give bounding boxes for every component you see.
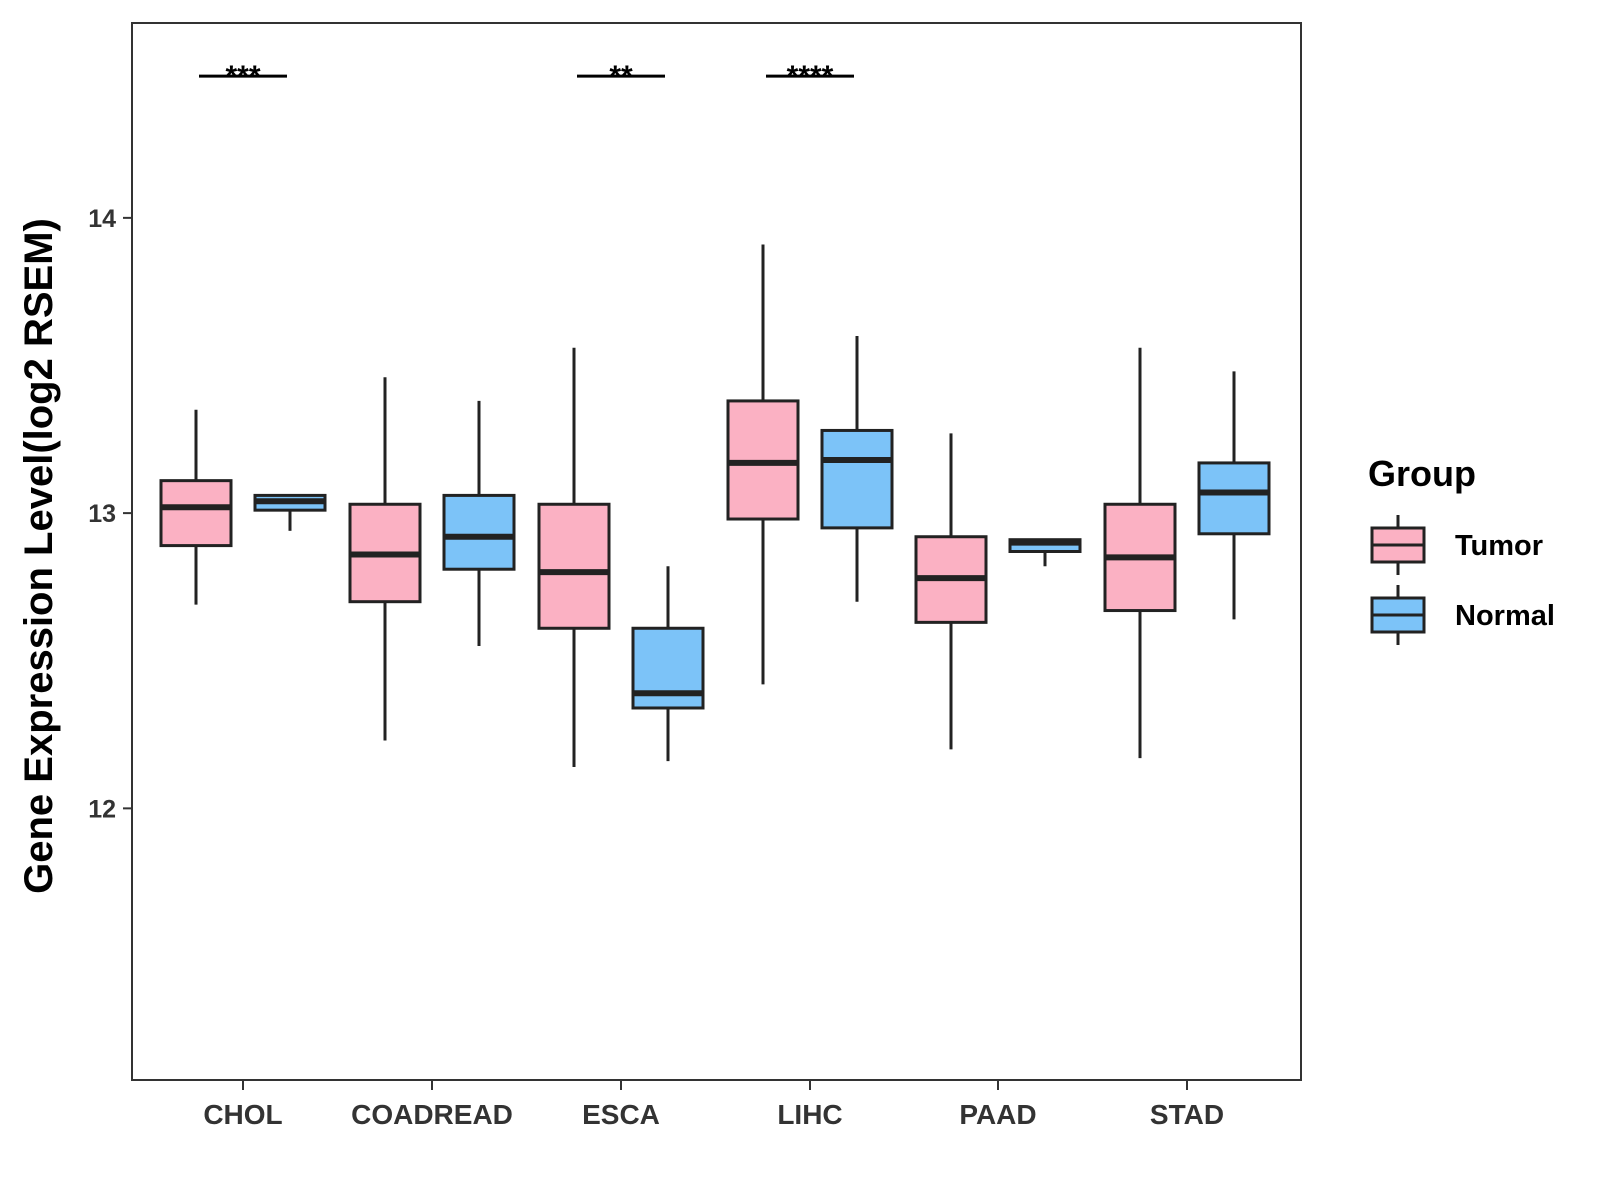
boxes-layer — [159, 244, 1271, 768]
box-tumor-lihc — [726, 244, 800, 685]
box-normal-paad — [1008, 538, 1082, 567]
legend: Group Tumor Normal — [1368, 453, 1555, 645]
significance-layer: *** ** **** — [199, 60, 854, 93]
y-tick-label: 12 — [88, 795, 116, 823]
significance-label: **** — [787, 60, 834, 93]
x-tick-label-lihc: LIHC — [777, 1099, 842, 1130]
significance-label: ** — [609, 60, 633, 93]
x-tick-label-esca: ESCA — [582, 1099, 660, 1130]
legend-label: Tumor — [1455, 530, 1543, 562]
box-body — [537, 502, 611, 630]
significance-chol: *** — [199, 60, 287, 93]
legend-entry-normal: Normal — [1370, 585, 1555, 645]
significance-label: *** — [225, 60, 260, 93]
y-axis-title: Gene Expression Level(log2 RSEM) — [17, 218, 61, 894]
box-body — [159, 479, 233, 548]
box-normal-esca — [631, 566, 705, 762]
x-tick-label-stad: STAD — [1150, 1099, 1224, 1130]
y-axis: 12 13 14 — [88, 205, 132, 823]
x-tick-label-chol: CHOL — [203, 1099, 282, 1130]
y-axis-title-group: Gene Expression Level(log2 RSEM) — [17, 218, 61, 894]
legend-label: Normal — [1455, 600, 1555, 632]
significance-esca: ** — [577, 60, 665, 93]
significance-lihc: **** — [766, 60, 854, 93]
box-tumor-stad — [1103, 347, 1177, 759]
legend-entry-tumor: Tumor — [1370, 515, 1543, 575]
box-body — [1197, 461, 1271, 536]
box-body — [442, 493, 516, 571]
legend-title: Group — [1368, 453, 1476, 494]
box-normal-stad — [1197, 371, 1271, 620]
y-tick-label: 13 — [88, 500, 116, 528]
box-normal-chol — [253, 493, 327, 531]
box-normal-coadread — [442, 400, 516, 646]
x-axis: CHOL COADREAD ESCA LIHC PAAD STAD — [203, 1080, 1224, 1130]
box-tumor-esca — [537, 347, 611, 768]
box-tumor-paad — [914, 433, 988, 750]
x-tick-label-paad: PAAD — [959, 1099, 1036, 1130]
x-tick-label-coadread: COADREAD — [351, 1099, 513, 1130]
box-body — [820, 428, 894, 530]
box-tumor-chol — [159, 409, 233, 605]
box-normal-lihc — [820, 335, 894, 602]
box-tumor-coadread — [348, 377, 422, 741]
y-tick-label: 14 — [88, 205, 116, 233]
